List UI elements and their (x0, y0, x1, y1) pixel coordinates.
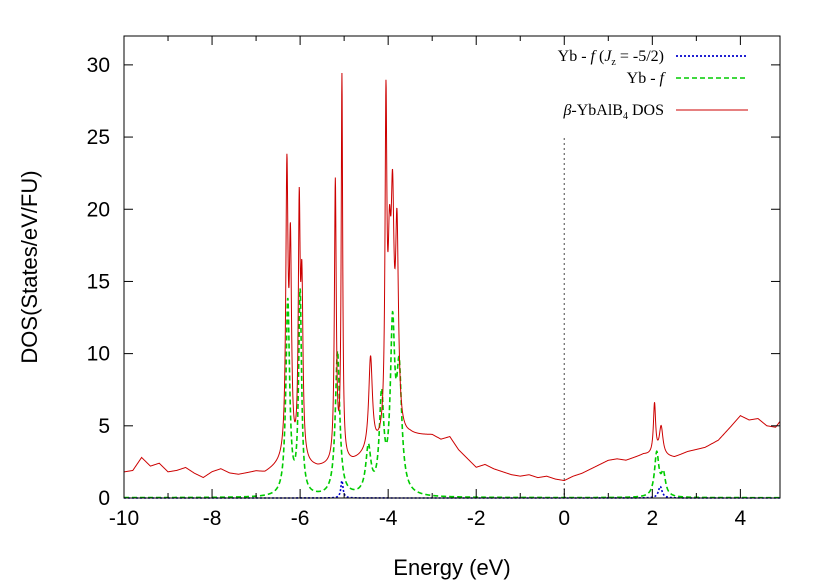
y-axis-title: DOS(States/eV/FU) (17, 170, 42, 363)
legend-label-total: β-YbAlB4 DOS (562, 102, 664, 122)
x-tick-label: -8 (203, 507, 222, 530)
y-tick-label: 10 (87, 343, 110, 366)
y-tick-label: 25 (87, 126, 110, 149)
x-tick-label: -4 (379, 507, 398, 530)
x-tick-label: -10 (109, 507, 139, 530)
x-tick-label: -2 (467, 507, 486, 530)
legend-label-jz: Yb - f (Jz = -5/2) (558, 48, 664, 68)
x-tick-label: 0 (558, 507, 570, 530)
y-tick-label: 5 (98, 415, 110, 438)
x-tick-label: -6 (291, 507, 310, 530)
x-tick-label: 2 (646, 507, 658, 530)
y-tick-label: 30 (87, 54, 110, 77)
y-tick-label: 20 (87, 198, 110, 221)
x-axis-title: Energy (eV) (393, 555, 510, 580)
x-tick-label: 4 (735, 507, 747, 530)
series-line-jz (124, 478, 780, 499)
y-tick-label: 0 (98, 487, 110, 510)
plot-frame (123, 35, 781, 499)
series-line-total (123, 72, 781, 482)
y-tick-label: 15 (87, 270, 110, 293)
legend-label-ybf: Yb - f (627, 70, 667, 87)
series-line-ybf (123, 288, 780, 499)
legend: Yb - f (Jz = -5/2) Yb - f β-YbAlB4 DOS (558, 48, 748, 122)
